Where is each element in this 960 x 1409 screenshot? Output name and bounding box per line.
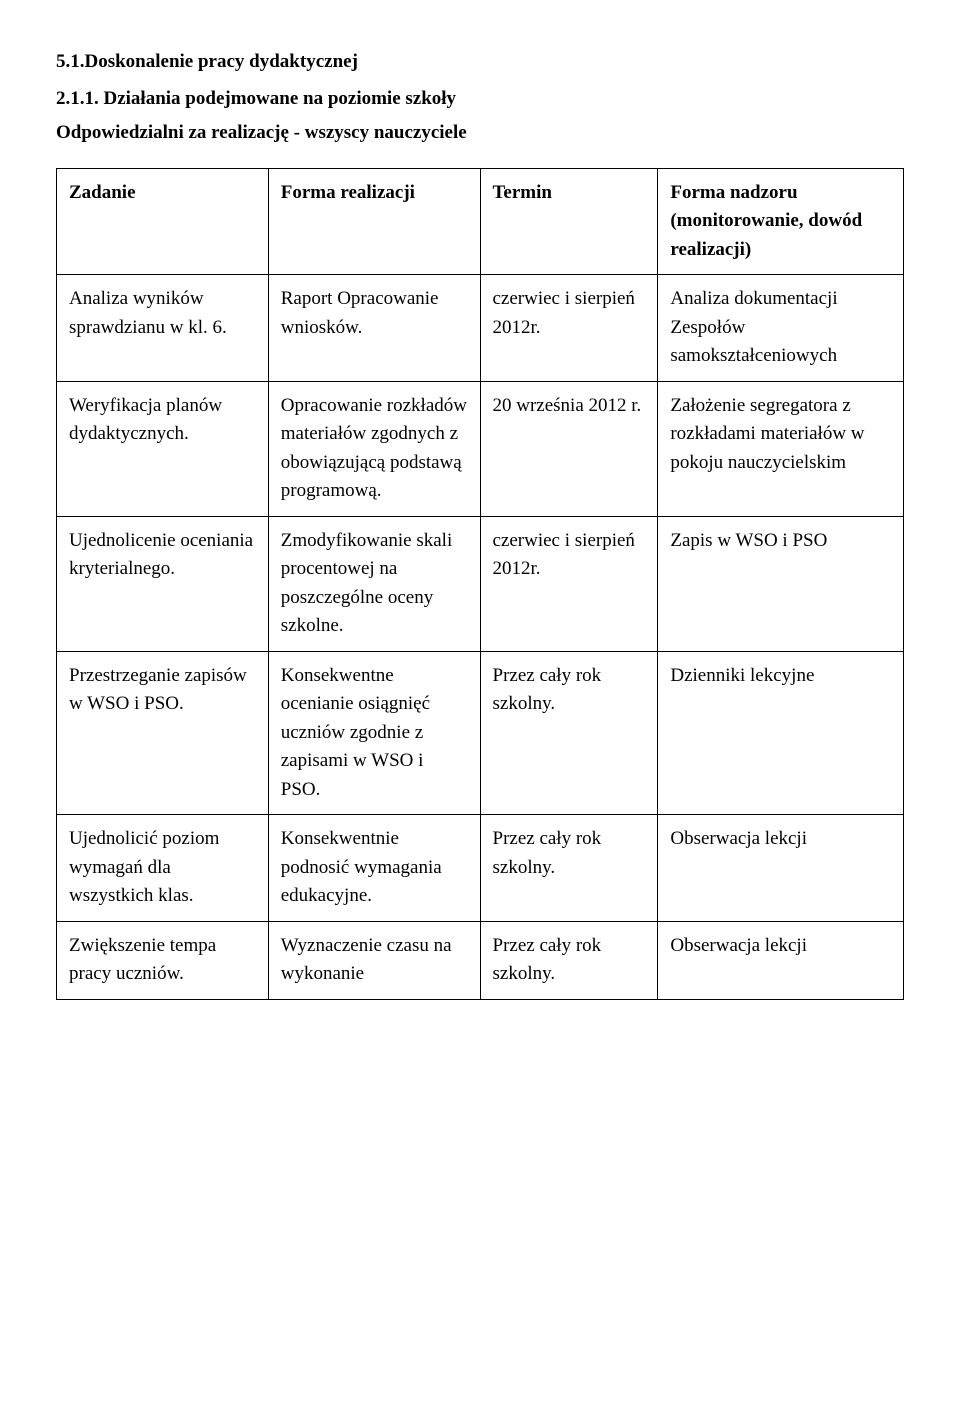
cell-forma-nadzoru: Założenie segregatora z rozkładami mater… xyxy=(658,381,904,516)
cell-zadanie: Przestrzeganie zapisów w WSO i PSO. xyxy=(57,651,269,815)
cell-zadanie: Ujednolicić poziom wymagań dla wszystkic… xyxy=(57,815,269,922)
cell-termin: Przez cały rok szkolny. xyxy=(480,651,658,815)
cell-forma-realizacji: Opracowanie rozkładów materiałów zgodnyc… xyxy=(268,381,480,516)
cell-forma-realizacji: Konsekwentne ocenianie osiągnięć uczniów… xyxy=(268,651,480,815)
col-header-termin: Termin xyxy=(480,168,658,275)
action-plan-table: Zadanie Forma realizacji Termin Forma na… xyxy=(56,168,904,1000)
heading-subtitle: Odpowiedzialni za realizację - wszyscy n… xyxy=(56,119,904,148)
cell-termin: czerwiec i sierpień 2012r. xyxy=(480,275,658,382)
cell-forma-nadzoru: Obserwacja lekcji xyxy=(658,815,904,922)
cell-zadanie: Zwiększenie tempa pracy uczniów. xyxy=(57,921,269,999)
cell-termin: czerwiec i sierpień 2012r. xyxy=(480,516,658,651)
cell-forma-nadzoru: Analiza dokumentacji Zespołów samokształ… xyxy=(658,275,904,382)
cell-zadanie: Analiza wyników sprawdzianu w kl. 6. xyxy=(57,275,269,382)
col-header-forma-realizacji: Forma realizacji xyxy=(268,168,480,275)
cell-forma-realizacji: Konsekwentnie podnosić wymagania edukacy… xyxy=(268,815,480,922)
heading-sub: 2.1.1. Działania podejmowane na poziomie… xyxy=(56,85,904,114)
cell-zadanie: Weryfikacja planów dydaktycznych. xyxy=(57,381,269,516)
cell-zadanie: Ujednolicenie oceniania kryterialnego. xyxy=(57,516,269,651)
table-row: Przestrzeganie zapisów w WSO i PSO. Kons… xyxy=(57,651,904,815)
col-header-forma-nadzoru: Forma nadzoru (monitorowanie, dowód real… xyxy=(658,168,904,275)
table-header-row: Zadanie Forma realizacji Termin Forma na… xyxy=(57,168,904,275)
cell-forma-realizacji: Raport Opracowanie wniosków. xyxy=(268,275,480,382)
table-row: Ujednolicić poziom wymagań dla wszystkic… xyxy=(57,815,904,922)
table-row: Analiza wyników sprawdzianu w kl. 6. Rap… xyxy=(57,275,904,382)
cell-forma-nadzoru: Dzienniki lekcyjne xyxy=(658,651,904,815)
heading-main: 5.1.Doskonalenie pracy dydaktycznej xyxy=(56,48,904,77)
cell-termin: Przez cały rok szkolny. xyxy=(480,921,658,999)
table-row: Weryfikacja planów dydaktycznych. Opraco… xyxy=(57,381,904,516)
cell-forma-realizacji: Zmodyfikowanie skali procentowej na posz… xyxy=(268,516,480,651)
cell-termin: 20 września 2012 r. xyxy=(480,381,658,516)
cell-forma-nadzoru: Obserwacja lekcji xyxy=(658,921,904,999)
table-row: Zwiększenie tempa pracy uczniów. Wyznacz… xyxy=(57,921,904,999)
cell-forma-nadzoru: Zapis w WSO i PSO xyxy=(658,516,904,651)
col-header-zadanie: Zadanie xyxy=(57,168,269,275)
cell-forma-realizacji: Wyznaczenie czasu na wykonanie xyxy=(268,921,480,999)
table-row: Ujednolicenie oceniania kryterialnego. Z… xyxy=(57,516,904,651)
cell-termin: Przez cały rok szkolny. xyxy=(480,815,658,922)
